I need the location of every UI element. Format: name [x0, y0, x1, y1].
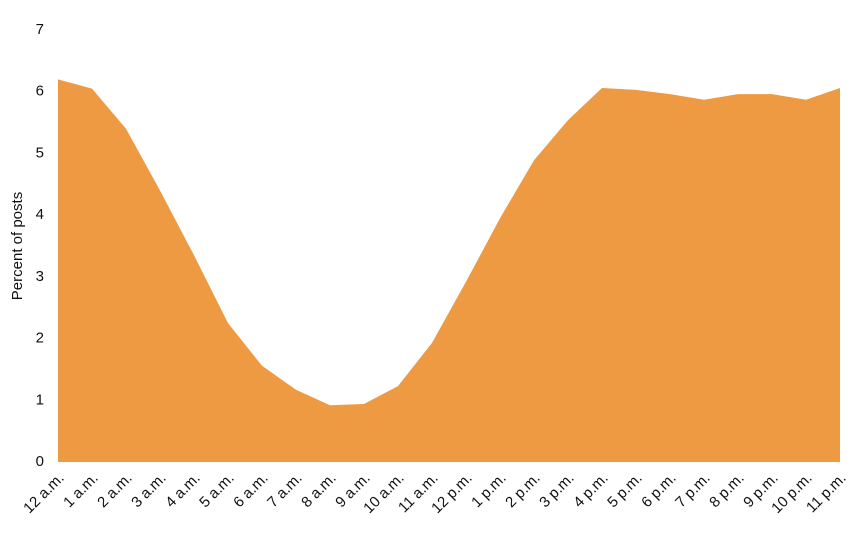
x-tick-label: 3 p.m.	[536, 470, 577, 511]
x-tick-label: 6 p.m.	[638, 470, 679, 511]
x-tick-label: 1 a.m.	[60, 470, 101, 511]
x-tick-label: 5 a.m.	[196, 470, 237, 511]
x-tick-label: 6 a.m.	[230, 470, 271, 511]
y-tick-label: 7	[36, 21, 44, 38]
x-tick-label: 7 a.m.	[264, 470, 305, 511]
x-tick-label: 2 p.m.	[502, 470, 543, 511]
y-tick-label: 1	[36, 391, 44, 408]
x-tick-label: 7 p.m.	[672, 470, 713, 511]
y-tick-label: 3	[36, 268, 44, 285]
x-tick-label: 12 a.m.	[20, 470, 67, 517]
x-tick-label: 2 a.m.	[94, 470, 135, 511]
y-axis-label: Percent of posts	[9, 192, 26, 300]
y-tick-label: 6	[36, 83, 44, 100]
x-tick-label: 3 a.m.	[128, 470, 169, 511]
y-tick-label: 5	[36, 144, 44, 161]
x-tick-label: 4 a.m.	[162, 470, 203, 511]
y-tick-label: 4	[36, 206, 44, 223]
x-tick-label: 8 p.m.	[706, 470, 747, 511]
x-tick-label: 4 p.m.	[570, 470, 611, 511]
x-tick-label: 5 p.m.	[604, 470, 645, 511]
y-tick-label: 0	[36, 453, 44, 470]
x-tick-label: 8 a.m.	[298, 470, 339, 511]
y-tick-label: 2	[36, 330, 44, 347]
area	[58, 79, 840, 462]
x-tick-label: 1 p.m.	[468, 470, 509, 511]
